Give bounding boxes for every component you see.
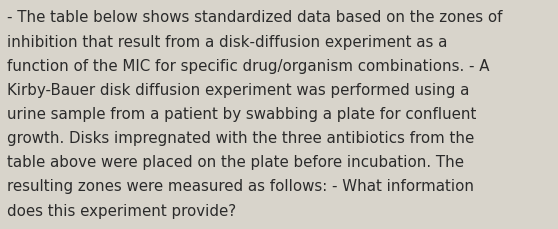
Text: urine sample from a patient by swabbing a plate for confluent: urine sample from a patient by swabbing …	[7, 106, 476, 121]
Text: does this experiment provide?: does this experiment provide?	[7, 203, 236, 218]
Text: Kirby-Bauer disk diffusion experiment was performed using a: Kirby-Bauer disk diffusion experiment wa…	[7, 82, 469, 97]
Text: function of the MIC for specific drug/organism combinations. - A: function of the MIC for specific drug/or…	[7, 58, 489, 73]
Text: resulting zones were measured as follows: - What information: resulting zones were measured as follows…	[7, 179, 474, 194]
Text: table above were placed on the plate before incubation. The: table above were placed on the plate bef…	[7, 155, 464, 169]
Text: - The table below shows standardized data based on the zones of: - The table below shows standardized dat…	[7, 10, 502, 25]
Text: growth. Disks impregnated with the three antibiotics from the: growth. Disks impregnated with the three…	[7, 131, 474, 145]
Text: inhibition that result from a disk-diffusion experiment as a: inhibition that result from a disk-diffu…	[7, 34, 447, 49]
